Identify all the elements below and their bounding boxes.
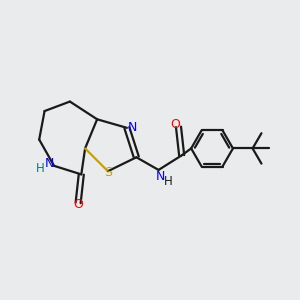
- Text: H: H: [164, 175, 172, 188]
- Text: H: H: [36, 163, 45, 176]
- Text: N: N: [44, 158, 54, 170]
- Text: O: O: [74, 198, 83, 211]
- Text: S: S: [104, 166, 112, 179]
- Text: N: N: [127, 121, 136, 134]
- Text: O: O: [170, 118, 180, 131]
- Text: N: N: [155, 170, 165, 183]
